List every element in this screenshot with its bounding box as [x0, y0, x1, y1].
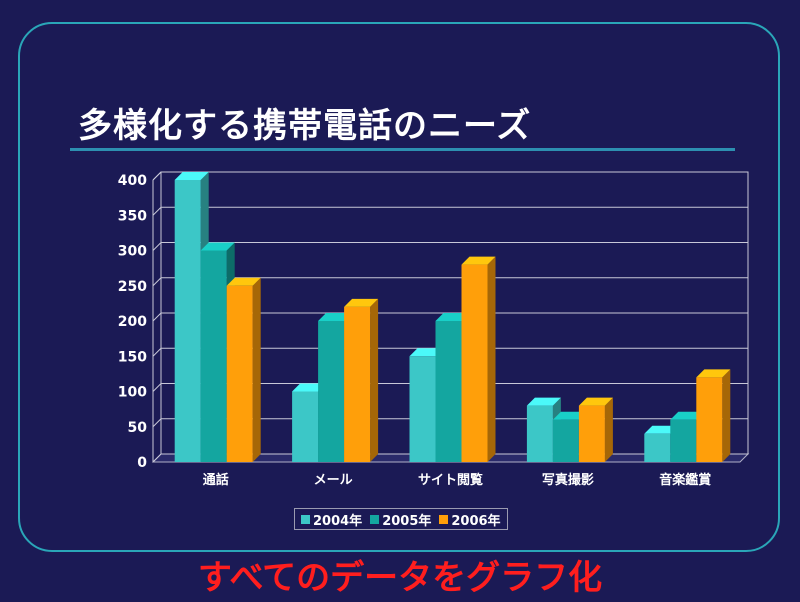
gridline-depth: [152, 347, 162, 357]
bar: [292, 391, 319, 462]
y-axis-top: [152, 171, 162, 181]
bar-top: [526, 397, 561, 406]
gridline-depth: [152, 418, 162, 428]
bar-top: [696, 369, 731, 378]
bar-top: [174, 172, 209, 180]
title-divider: [70, 148, 735, 151]
slide-caption: すべてのデータをグラフ化: [197, 558, 603, 598]
bar-top: [344, 298, 379, 307]
legend-swatch: [439, 514, 449, 524]
x-tick-label: サイト閲覧: [418, 472, 483, 488]
bar-top: [552, 411, 587, 420]
bar: [461, 264, 488, 462]
gridline-depth: [152, 312, 162, 322]
bar-side: [370, 298, 379, 462]
bar: [552, 419, 579, 462]
bar-top: [292, 383, 327, 392]
bar: [344, 306, 371, 462]
gridline-depth: [152, 206, 162, 216]
legend-label: 2006年: [451, 513, 501, 529]
y-tick-label: 350: [118, 208, 147, 224]
legend-item: 2005年: [370, 510, 431, 529]
gridline-depth: [152, 242, 162, 251]
bar-top: [435, 313, 470, 321]
gridline-depth: [152, 453, 162, 463]
bar-top: [578, 397, 613, 406]
bar-top: [409, 348, 444, 357]
bar: [226, 285, 253, 462]
legend-label: 2004年: [313, 513, 363, 529]
bar: [670, 419, 697, 462]
y-tick-label: 400: [118, 173, 147, 189]
x-tick-label: 写真撮影: [542, 472, 594, 488]
legend-swatch: [370, 514, 380, 524]
bar: [578, 405, 605, 462]
bar-side: [252, 277, 261, 462]
bar: [644, 433, 671, 462]
y-tick-label: 300: [118, 244, 147, 260]
bar-top: [318, 313, 353, 321]
bar: [526, 405, 553, 462]
y-tick-label: 250: [118, 279, 147, 295]
bar-top: [226, 277, 261, 286]
y-tick-label: 100: [118, 385, 147, 401]
legend-label: 2005年: [382, 513, 432, 529]
bar: [435, 321, 462, 462]
bar: [409, 356, 436, 462]
legend-item: 2004年: [301, 510, 362, 529]
bar-side: [487, 256, 496, 462]
bar: [318, 321, 345, 462]
gridline-depth: [152, 383, 162, 392]
bar-top: [461, 256, 496, 265]
y-tick-label: 150: [118, 349, 147, 365]
bar-side: [722, 369, 731, 462]
bar-side: [604, 397, 613, 462]
bar-top: [200, 242, 235, 251]
y-tick-label: 50: [128, 420, 148, 436]
legend-item: 2006年: [439, 510, 501, 529]
bar: [200, 250, 227, 462]
slide-title: 多様化する携帯電話のニーズ: [78, 106, 532, 146]
bar: [696, 377, 723, 462]
chart-legend: 2004年 2005年 2006年: [294, 508, 508, 530]
gridline-depth: [152, 277, 162, 287]
legend-swatch: [301, 514, 310, 524]
bar-top: [670, 411, 705, 420]
x-tick-label: 音楽鑑賞: [659, 472, 711, 488]
y-tick-label: 200: [118, 314, 147, 330]
bar-top: [644, 425, 679, 434]
x-tick-label: 通話: [203, 472, 229, 488]
bar: [174, 180, 201, 462]
slide-frame: [18, 22, 780, 552]
y-tick-label: 0: [137, 455, 147, 471]
x-tick-label: メール: [314, 473, 353, 488]
